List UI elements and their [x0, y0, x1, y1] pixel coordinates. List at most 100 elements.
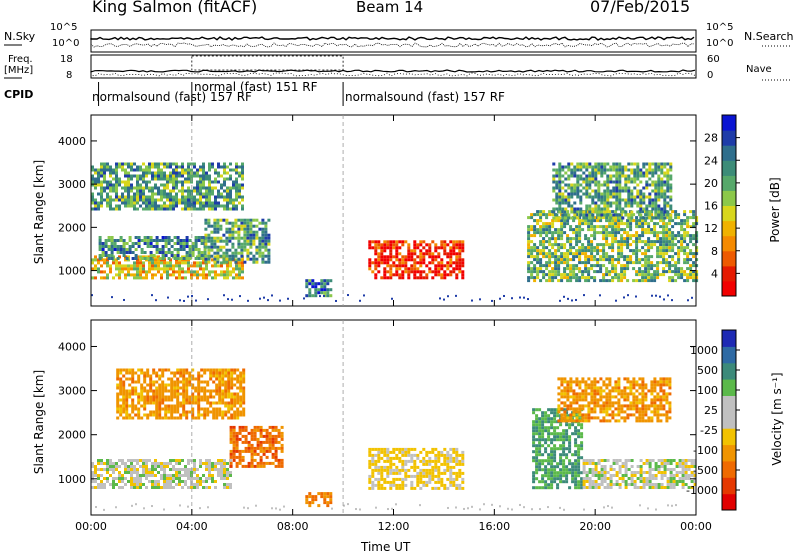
heatmap-cell — [668, 261, 672, 265]
heatmap-cell — [103, 486, 106, 489]
heatmap-cell — [235, 183, 238, 187]
heatmap-cell — [581, 413, 585, 417]
heatmap-cell — [185, 251, 189, 254]
heatmap-cell — [644, 273, 648, 277]
heatmap-cell — [452, 249, 456, 253]
heatmap-cell — [265, 446, 269, 450]
heatmap-cell — [145, 183, 148, 187]
heatmap-cell — [228, 227, 232, 231]
heatmap-cell — [395, 273, 399, 277]
heatmap-cell — [644, 231, 648, 235]
heatmap-cell — [593, 228, 597, 232]
heatmap-cell — [207, 260, 211, 264]
heatmap-cell — [197, 377, 201, 381]
heatmap-cell — [235, 464, 239, 468]
heatmap-cell — [197, 395, 201, 399]
heatmap-cell — [395, 477, 399, 481]
heatmap-cell — [194, 401, 198, 405]
heatmap-cell — [626, 246, 630, 250]
heatmap-cell — [106, 195, 109, 199]
heatmap-cell — [419, 255, 423, 259]
heatmap-cell — [112, 483, 115, 486]
heatmap-cell — [160, 171, 163, 175]
heatmap-cell — [618, 207, 622, 211]
heatmap-cell — [158, 395, 162, 399]
heatmap-cell — [535, 432, 539, 436]
heatmap-cell — [231, 227, 235, 231]
heatmap-cell — [422, 246, 426, 250]
scatter-cell — [191, 294, 193, 297]
heatmap-cell — [112, 471, 115, 474]
heatmap-cell — [398, 246, 402, 250]
heatmap-cell — [621, 171, 625, 175]
heatmap-cell — [161, 251, 165, 254]
heatmap-cell — [602, 246, 606, 250]
heatmap-cell — [558, 204, 562, 208]
heatmap-cell — [112, 468, 115, 471]
heatmap-cell — [253, 428, 257, 432]
heatmap-cell — [169, 180, 172, 184]
heatmap-cell — [550, 411, 554, 415]
heatmap-cell — [434, 474, 438, 478]
heatmap-cell — [241, 165, 244, 169]
heatmap-cell — [695, 237, 699, 241]
heatmap-cell — [116, 383, 120, 387]
heatmap-cell — [615, 165, 619, 169]
heatmap-cell — [386, 447, 390, 451]
heatmap-cell — [428, 243, 432, 247]
heatmap-cell — [686, 231, 690, 235]
heatmap-cell — [91, 168, 94, 172]
heatmap-cell — [158, 377, 162, 381]
heatmap-cell — [404, 270, 408, 274]
heatmap-cell — [154, 462, 157, 465]
heatmap-cell — [538, 408, 542, 412]
heatmap-cell — [591, 216, 595, 220]
heatmap-cell — [258, 227, 262, 231]
heatmap-cell — [431, 261, 435, 265]
heatmap-cell — [392, 456, 396, 460]
heatmap-cell — [146, 236, 150, 239]
heatmap-cell — [100, 195, 103, 199]
nsky-tick-bottom: 10^0 — [52, 38, 80, 49]
heatmap-cell — [410, 453, 414, 457]
heatmap-cell — [532, 411, 536, 415]
heatmap-cell — [249, 224, 253, 228]
heatmap-cell — [582, 180, 586, 184]
heatmap-cell — [196, 189, 199, 193]
heatmap-cell — [404, 474, 408, 478]
heatmap-cell — [209, 392, 213, 396]
heatmap-cell — [553, 435, 557, 439]
heatmap-cell — [172, 264, 175, 268]
heatmap-cell — [650, 255, 654, 259]
heatmap-cell — [241, 174, 244, 178]
heatmap-cell — [157, 267, 160, 271]
heatmap-cell — [211, 477, 214, 480]
heatmap-cell — [527, 261, 531, 265]
heatmap-cell — [106, 477, 109, 480]
heatmap-cell — [572, 419, 576, 423]
heatmap-cell — [596, 249, 600, 253]
heatmap-cell — [187, 192, 190, 196]
heatmap-cell — [383, 267, 387, 271]
heatmap-cell — [197, 374, 201, 378]
heatmap-cell — [636, 162, 640, 166]
heatmap-cell — [591, 171, 595, 175]
heatmap-cell — [555, 198, 559, 202]
heatmap-cell — [567, 174, 571, 178]
heatmap-cell — [202, 201, 205, 205]
heatmap-cell — [542, 273, 546, 277]
heatmap-cell — [638, 270, 642, 274]
heatmap-cell — [223, 195, 226, 199]
heatmap-cell — [259, 449, 263, 453]
heatmap-cell — [623, 255, 627, 259]
heatmap-cell — [193, 162, 196, 166]
heatmap-cell — [554, 270, 558, 274]
heatmap-cell — [644, 261, 648, 265]
heatmap-cell — [650, 243, 654, 247]
heatmap-cell — [380, 456, 384, 460]
heatmap-cell — [666, 186, 670, 190]
heatmap-cell — [656, 222, 660, 226]
heatmap-cell — [224, 404, 228, 408]
heatmap-cell — [133, 264, 136, 268]
heatmap-cell — [143, 257, 147, 260]
